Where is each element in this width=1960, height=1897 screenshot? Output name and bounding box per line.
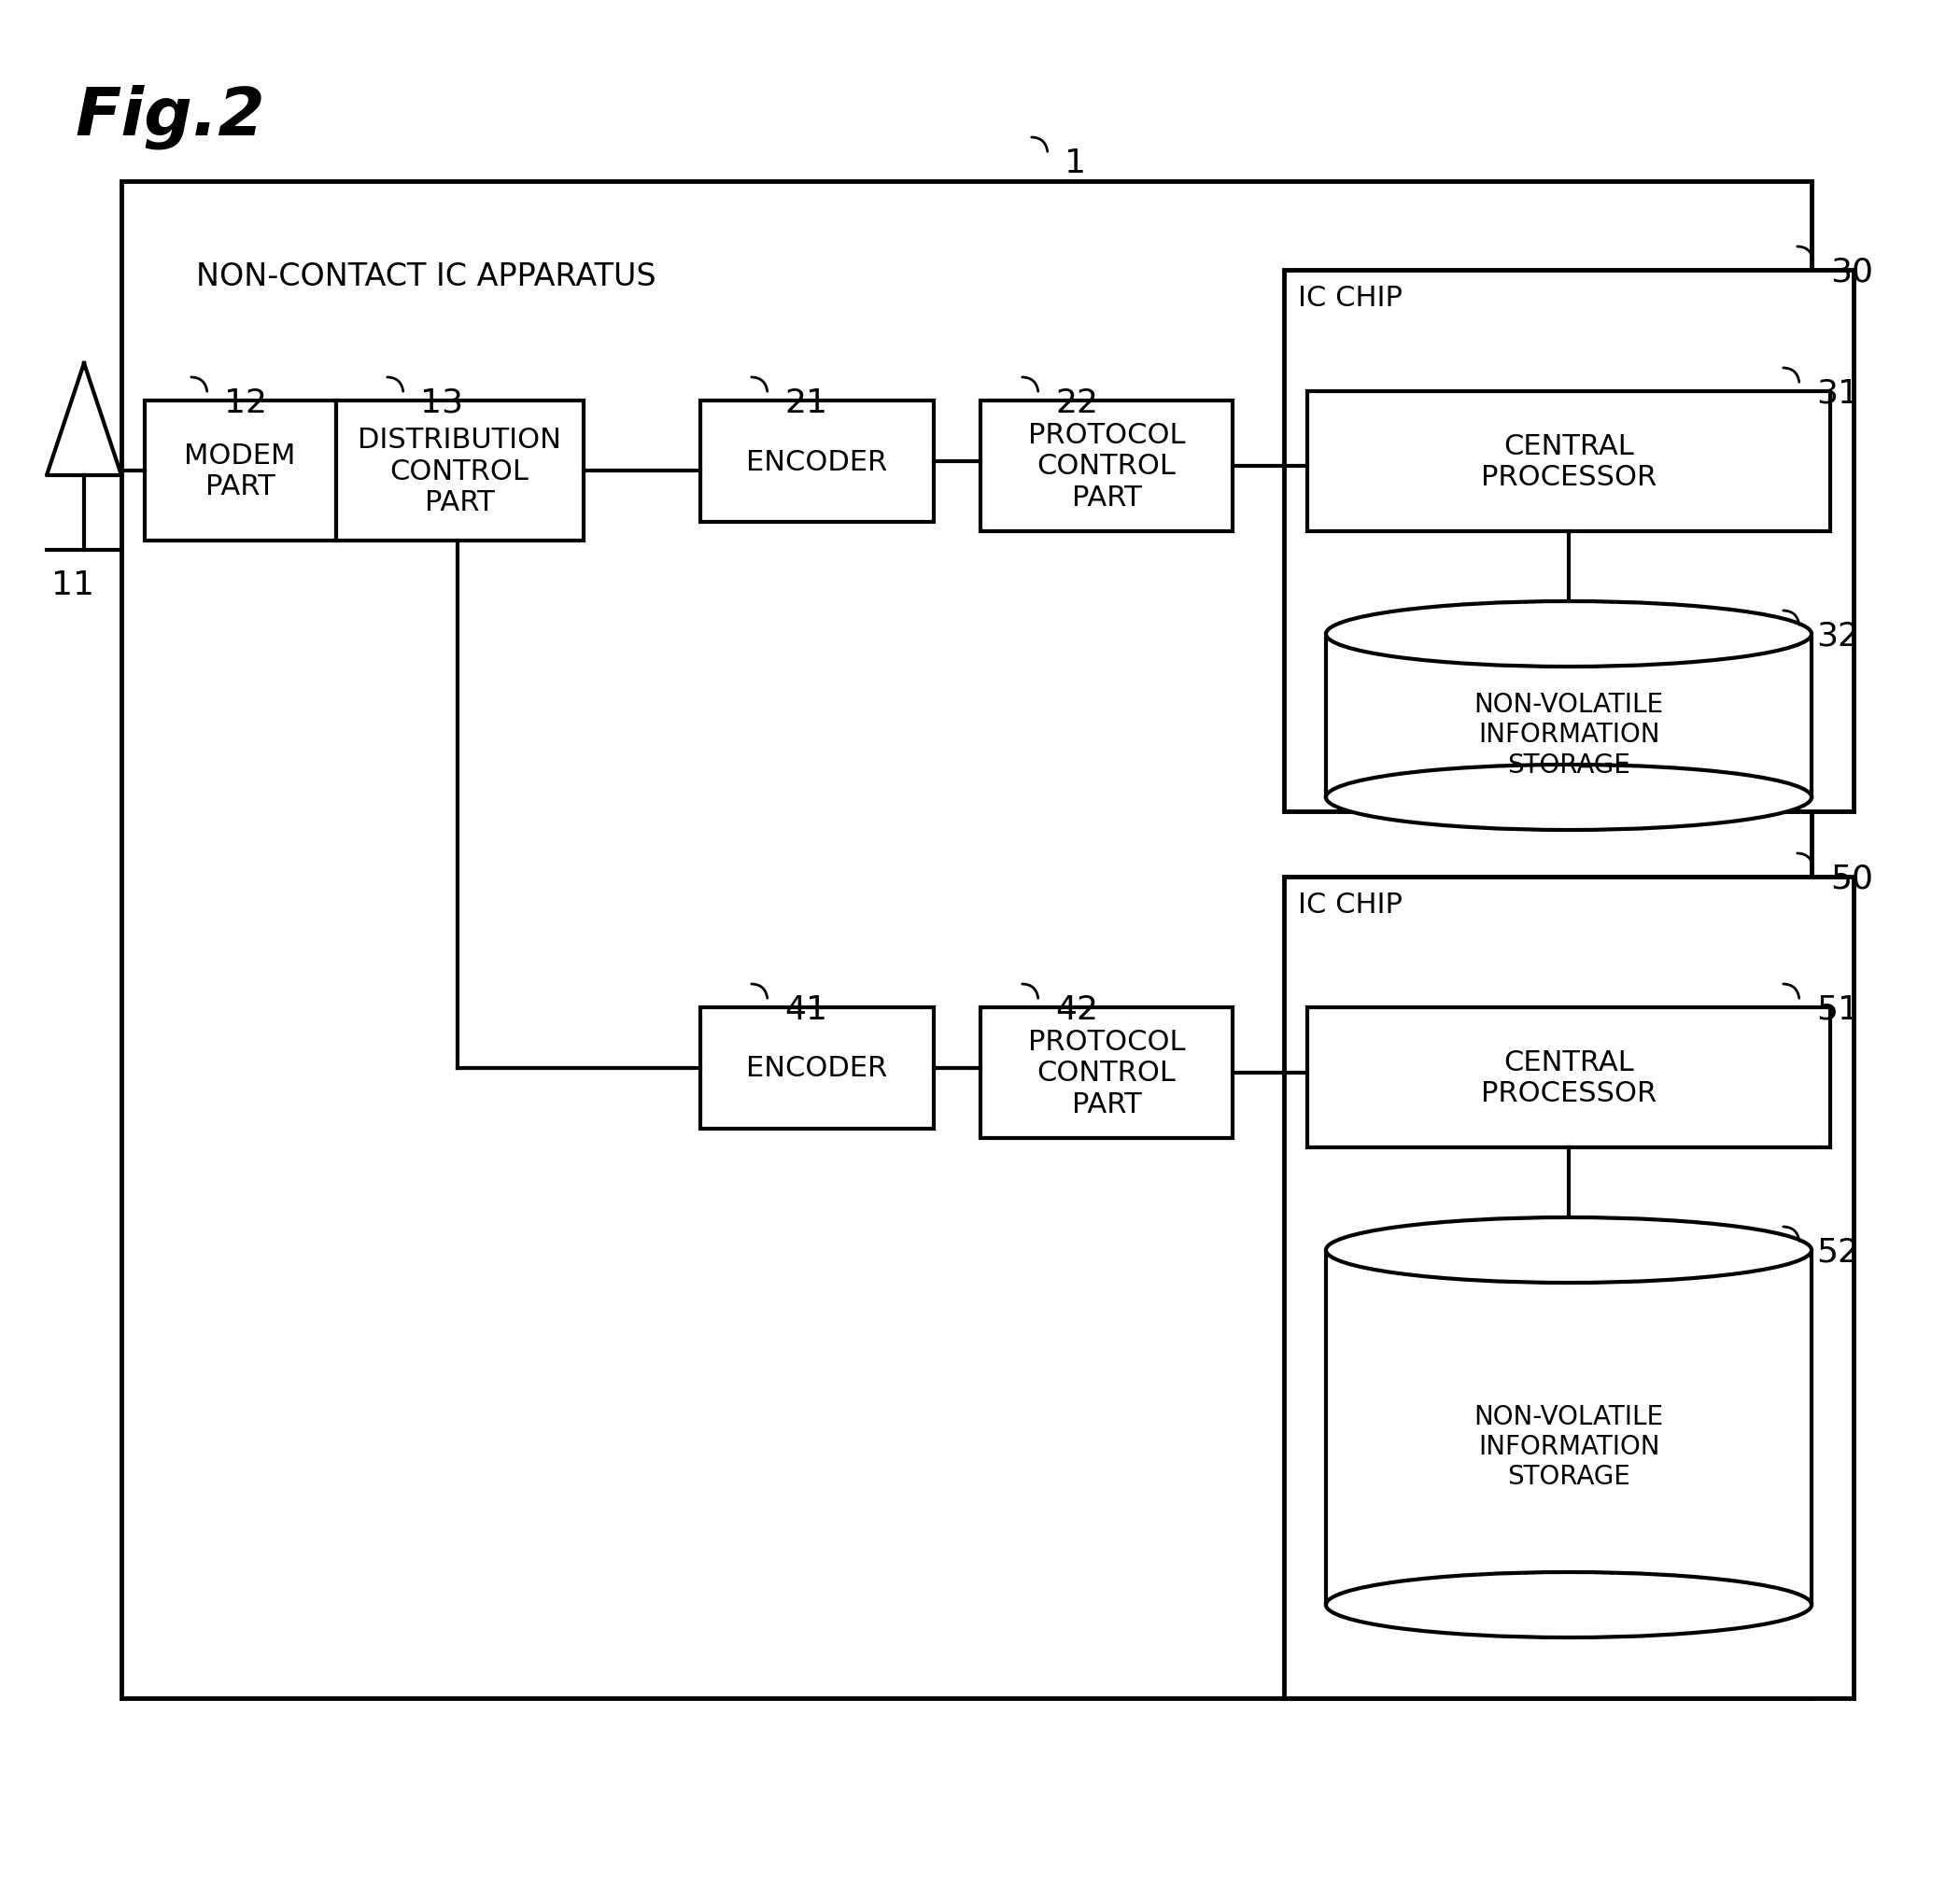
Ellipse shape: [1327, 764, 1811, 831]
Bar: [1307, 1007, 1831, 1148]
Text: MODEM
PART: MODEM PART: [184, 442, 296, 501]
Text: 13: 13: [419, 387, 463, 419]
Text: 11: 11: [51, 569, 94, 601]
Text: PROTOCOL
CONTROL
PART: PROTOCOL CONTROL PART: [1027, 1028, 1186, 1117]
Bar: [1327, 1250, 1811, 1605]
Text: 50: 50: [1831, 863, 1874, 895]
Text: IC CHIP: IC CHIP: [1298, 285, 1403, 311]
Text: ENCODER: ENCODER: [747, 448, 888, 476]
Text: Fig.2: Fig.2: [74, 83, 265, 148]
Bar: [337, 402, 584, 541]
Ellipse shape: [1327, 601, 1811, 668]
Text: 1: 1: [1064, 148, 1086, 178]
Bar: [980, 402, 1233, 531]
Text: 41: 41: [784, 994, 827, 1026]
Text: IC CHIP: IC CHIP: [1298, 892, 1403, 918]
Bar: [1284, 876, 1854, 1698]
Bar: [122, 182, 1811, 1698]
Text: NON-VOLATILE
INFORMATION
STORAGE: NON-VOLATILE INFORMATION STORAGE: [1474, 692, 1664, 778]
Bar: [700, 1007, 933, 1129]
Text: 31: 31: [1817, 378, 1860, 410]
Text: PROTOCOL
CONTROL
PART: PROTOCOL CONTROL PART: [1027, 421, 1186, 512]
Bar: [1327, 634, 1811, 799]
Text: 22: 22: [1054, 387, 1098, 419]
Text: NON-CONTACT IC APPARATUS: NON-CONTACT IC APPARATUS: [196, 262, 657, 292]
Text: ENCODER: ENCODER: [747, 1055, 888, 1081]
Text: CENTRAL
PROCESSOR: CENTRAL PROCESSOR: [1482, 433, 1656, 491]
Bar: [145, 402, 337, 541]
Text: DISTRIBUTION
CONTROL
PART: DISTRIBUTION CONTROL PART: [357, 427, 561, 516]
Bar: [980, 1007, 1233, 1138]
Text: CENTRAL
PROCESSOR: CENTRAL PROCESSOR: [1482, 1049, 1656, 1108]
Text: 42: 42: [1054, 994, 1098, 1026]
Text: 32: 32: [1817, 620, 1860, 653]
Ellipse shape: [1327, 1573, 1811, 1637]
Bar: [1284, 271, 1854, 812]
Text: 12: 12: [223, 387, 267, 419]
Text: 30: 30: [1831, 256, 1874, 288]
Text: 52: 52: [1817, 1237, 1860, 1267]
Bar: [1307, 393, 1831, 531]
Ellipse shape: [1327, 1218, 1811, 1282]
Text: 51: 51: [1817, 994, 1860, 1026]
Text: 21: 21: [784, 387, 827, 419]
Text: NON-VOLATILE
INFORMATION
STORAGE: NON-VOLATILE INFORMATION STORAGE: [1474, 1404, 1664, 1489]
Bar: [700, 402, 933, 522]
